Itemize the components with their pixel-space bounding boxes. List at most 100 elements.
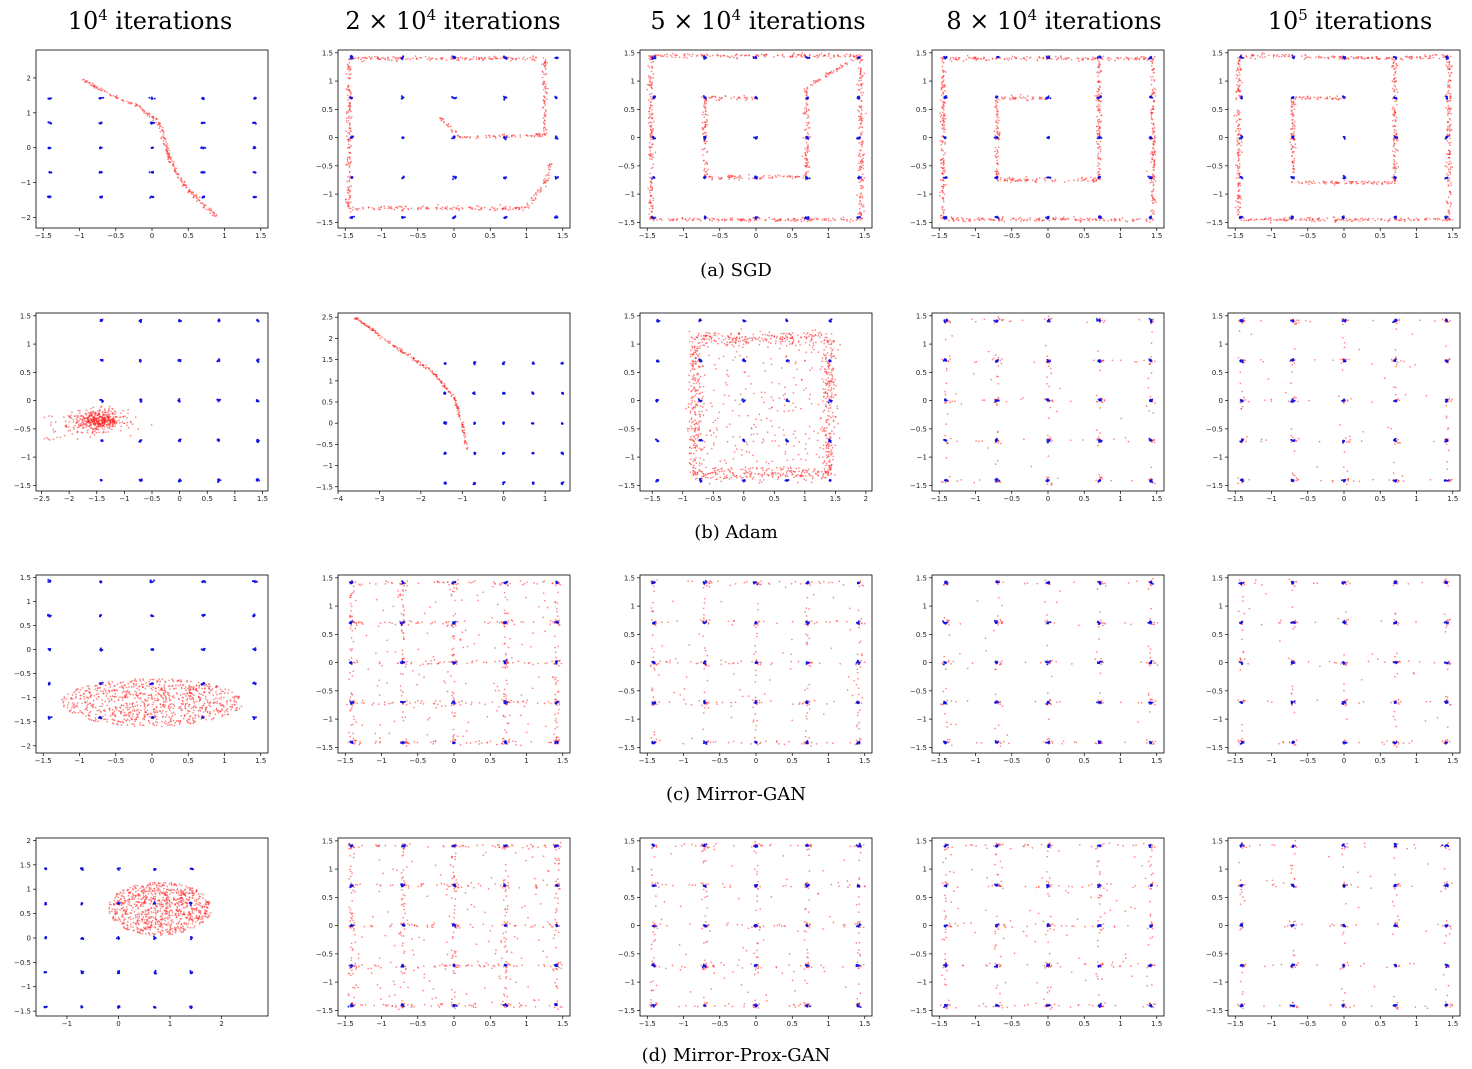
generated-point xyxy=(424,55,427,58)
generated-point xyxy=(703,104,706,106)
generated-point xyxy=(1380,218,1382,221)
y-tick-label: 1.5 xyxy=(1212,49,1223,57)
generated-point xyxy=(545,128,548,131)
generated-point xyxy=(511,208,514,211)
generated-point xyxy=(1237,205,1239,208)
generated-point xyxy=(840,218,843,221)
generated-point xyxy=(347,119,350,122)
generated-point xyxy=(159,130,162,133)
generated-point xyxy=(861,185,863,187)
generated-point xyxy=(515,57,517,60)
generated-point xyxy=(1284,217,1286,219)
generated-point xyxy=(485,136,488,139)
generated-point xyxy=(649,192,651,194)
generated-point xyxy=(1126,220,1129,223)
generated-point xyxy=(805,128,808,131)
real-point xyxy=(149,122,152,124)
generated-point xyxy=(348,207,350,210)
real-point xyxy=(553,216,556,219)
generated-point xyxy=(650,155,653,158)
generated-point xyxy=(503,134,505,137)
generated-point xyxy=(807,133,810,136)
generated-point xyxy=(942,108,945,111)
generated-point xyxy=(1056,57,1059,60)
generated-point xyxy=(1238,73,1241,76)
generated-point xyxy=(736,56,738,59)
generated-point xyxy=(808,166,811,169)
generated-point xyxy=(1447,71,1450,74)
generated-point xyxy=(1390,182,1392,185)
generated-point xyxy=(439,207,442,210)
generated-point xyxy=(818,53,821,56)
generated-point xyxy=(820,52,823,55)
y-tick-label: −1.5 xyxy=(618,219,635,227)
generated-point xyxy=(1054,178,1057,181)
generated-point xyxy=(711,177,714,180)
generated-point xyxy=(411,57,414,60)
generated-point xyxy=(1151,127,1154,130)
generated-point xyxy=(1245,55,1247,57)
generated-point xyxy=(181,181,183,184)
generated-point xyxy=(1153,134,1156,137)
generated-point xyxy=(839,55,841,58)
generated-point xyxy=(1393,162,1395,165)
generated-point xyxy=(1357,182,1360,185)
points-group xyxy=(43,318,261,483)
generated-point xyxy=(857,212,860,215)
generated-point xyxy=(1152,181,1155,184)
generated-point xyxy=(347,64,349,67)
real-point xyxy=(804,56,807,59)
real-point xyxy=(942,176,945,179)
generated-point xyxy=(1393,88,1396,91)
generated-point xyxy=(939,140,942,142)
generated-point xyxy=(159,122,161,125)
generated-point xyxy=(1141,55,1143,58)
generated-point xyxy=(1237,60,1240,63)
generated-point xyxy=(91,82,94,85)
real-point xyxy=(653,176,656,179)
x-tick-label: 1 xyxy=(1118,232,1122,240)
generated-point xyxy=(1066,56,1069,59)
generated-point xyxy=(1447,68,1449,71)
generated-point xyxy=(390,206,393,208)
generated-point xyxy=(1062,217,1064,220)
generated-point xyxy=(1410,219,1412,222)
generated-point xyxy=(350,127,352,130)
title-exp: 4 xyxy=(98,6,108,24)
generated-point xyxy=(1134,57,1137,60)
real-point xyxy=(254,171,257,174)
real-point xyxy=(48,171,51,174)
y-tick-label: 0 xyxy=(923,134,927,142)
generated-point xyxy=(996,168,998,171)
generated-point xyxy=(1449,130,1451,132)
generated-point xyxy=(943,114,946,117)
title-base: 8 × 10 xyxy=(946,7,1028,35)
generated-point xyxy=(1291,126,1294,128)
generated-point xyxy=(174,168,176,171)
generated-point xyxy=(649,152,652,155)
generated-point xyxy=(1291,103,1293,106)
generated-point xyxy=(1240,219,1243,222)
y-tick-label: 1 xyxy=(631,78,635,86)
generated-point xyxy=(1337,218,1339,220)
generated-point xyxy=(1026,55,1028,58)
generated-point xyxy=(1449,55,1452,58)
generated-point xyxy=(1151,193,1153,196)
generated-point xyxy=(1391,108,1394,111)
generated-point xyxy=(1355,182,1358,185)
generated-point xyxy=(1151,218,1154,220)
generated-point xyxy=(543,119,546,121)
generated-point xyxy=(1294,103,1297,106)
generated-point xyxy=(522,209,524,212)
generated-point xyxy=(842,216,845,218)
generated-point xyxy=(488,56,491,58)
generated-point xyxy=(529,56,532,59)
generated-point xyxy=(1236,88,1239,91)
y-tick-label: 0.5 xyxy=(624,106,635,114)
generated-point xyxy=(1448,149,1450,152)
generated-point xyxy=(1442,56,1445,59)
generated-point xyxy=(1448,83,1451,86)
generated-point xyxy=(686,56,688,59)
generated-point xyxy=(1294,98,1297,101)
generated-point xyxy=(1340,219,1343,221)
